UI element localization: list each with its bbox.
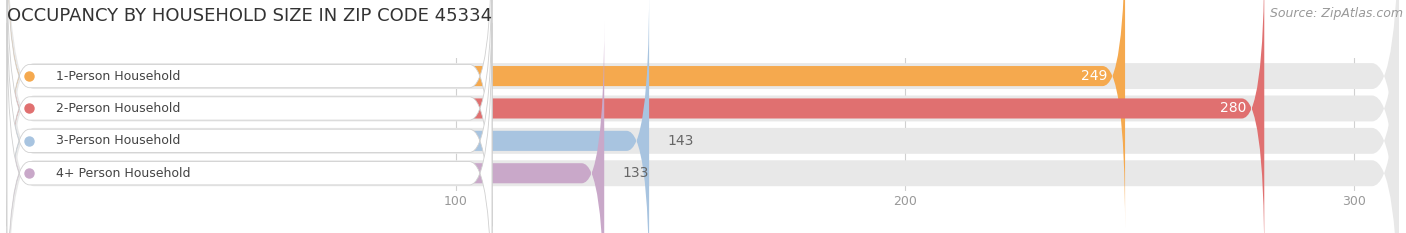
- FancyBboxPatch shape: [7, 0, 1264, 233]
- Text: Source: ZipAtlas.com: Source: ZipAtlas.com: [1270, 7, 1403, 20]
- FancyBboxPatch shape: [7, 0, 1399, 233]
- Text: 280: 280: [1220, 101, 1246, 116]
- FancyBboxPatch shape: [7, 0, 1125, 228]
- Text: 4+ Person Household: 4+ Person Household: [56, 167, 191, 180]
- Text: 2-Person Household: 2-Person Household: [56, 102, 181, 115]
- Text: 249: 249: [1081, 69, 1107, 83]
- FancyBboxPatch shape: [7, 0, 492, 226]
- FancyBboxPatch shape: [7, 0, 1399, 233]
- Text: 3-Person Household: 3-Person Household: [56, 134, 181, 147]
- Text: 133: 133: [623, 166, 648, 180]
- FancyBboxPatch shape: [7, 0, 650, 233]
- FancyBboxPatch shape: [7, 0, 492, 233]
- FancyBboxPatch shape: [7, 21, 605, 233]
- FancyBboxPatch shape: [7, 23, 492, 233]
- FancyBboxPatch shape: [7, 0, 492, 233]
- Text: 143: 143: [666, 134, 693, 148]
- FancyBboxPatch shape: [7, 0, 1399, 233]
- FancyBboxPatch shape: [7, 0, 1399, 233]
- Text: OCCUPANCY BY HOUSEHOLD SIZE IN ZIP CODE 45334: OCCUPANCY BY HOUSEHOLD SIZE IN ZIP CODE …: [7, 7, 492, 25]
- Text: 1-Person Household: 1-Person Household: [56, 70, 181, 82]
